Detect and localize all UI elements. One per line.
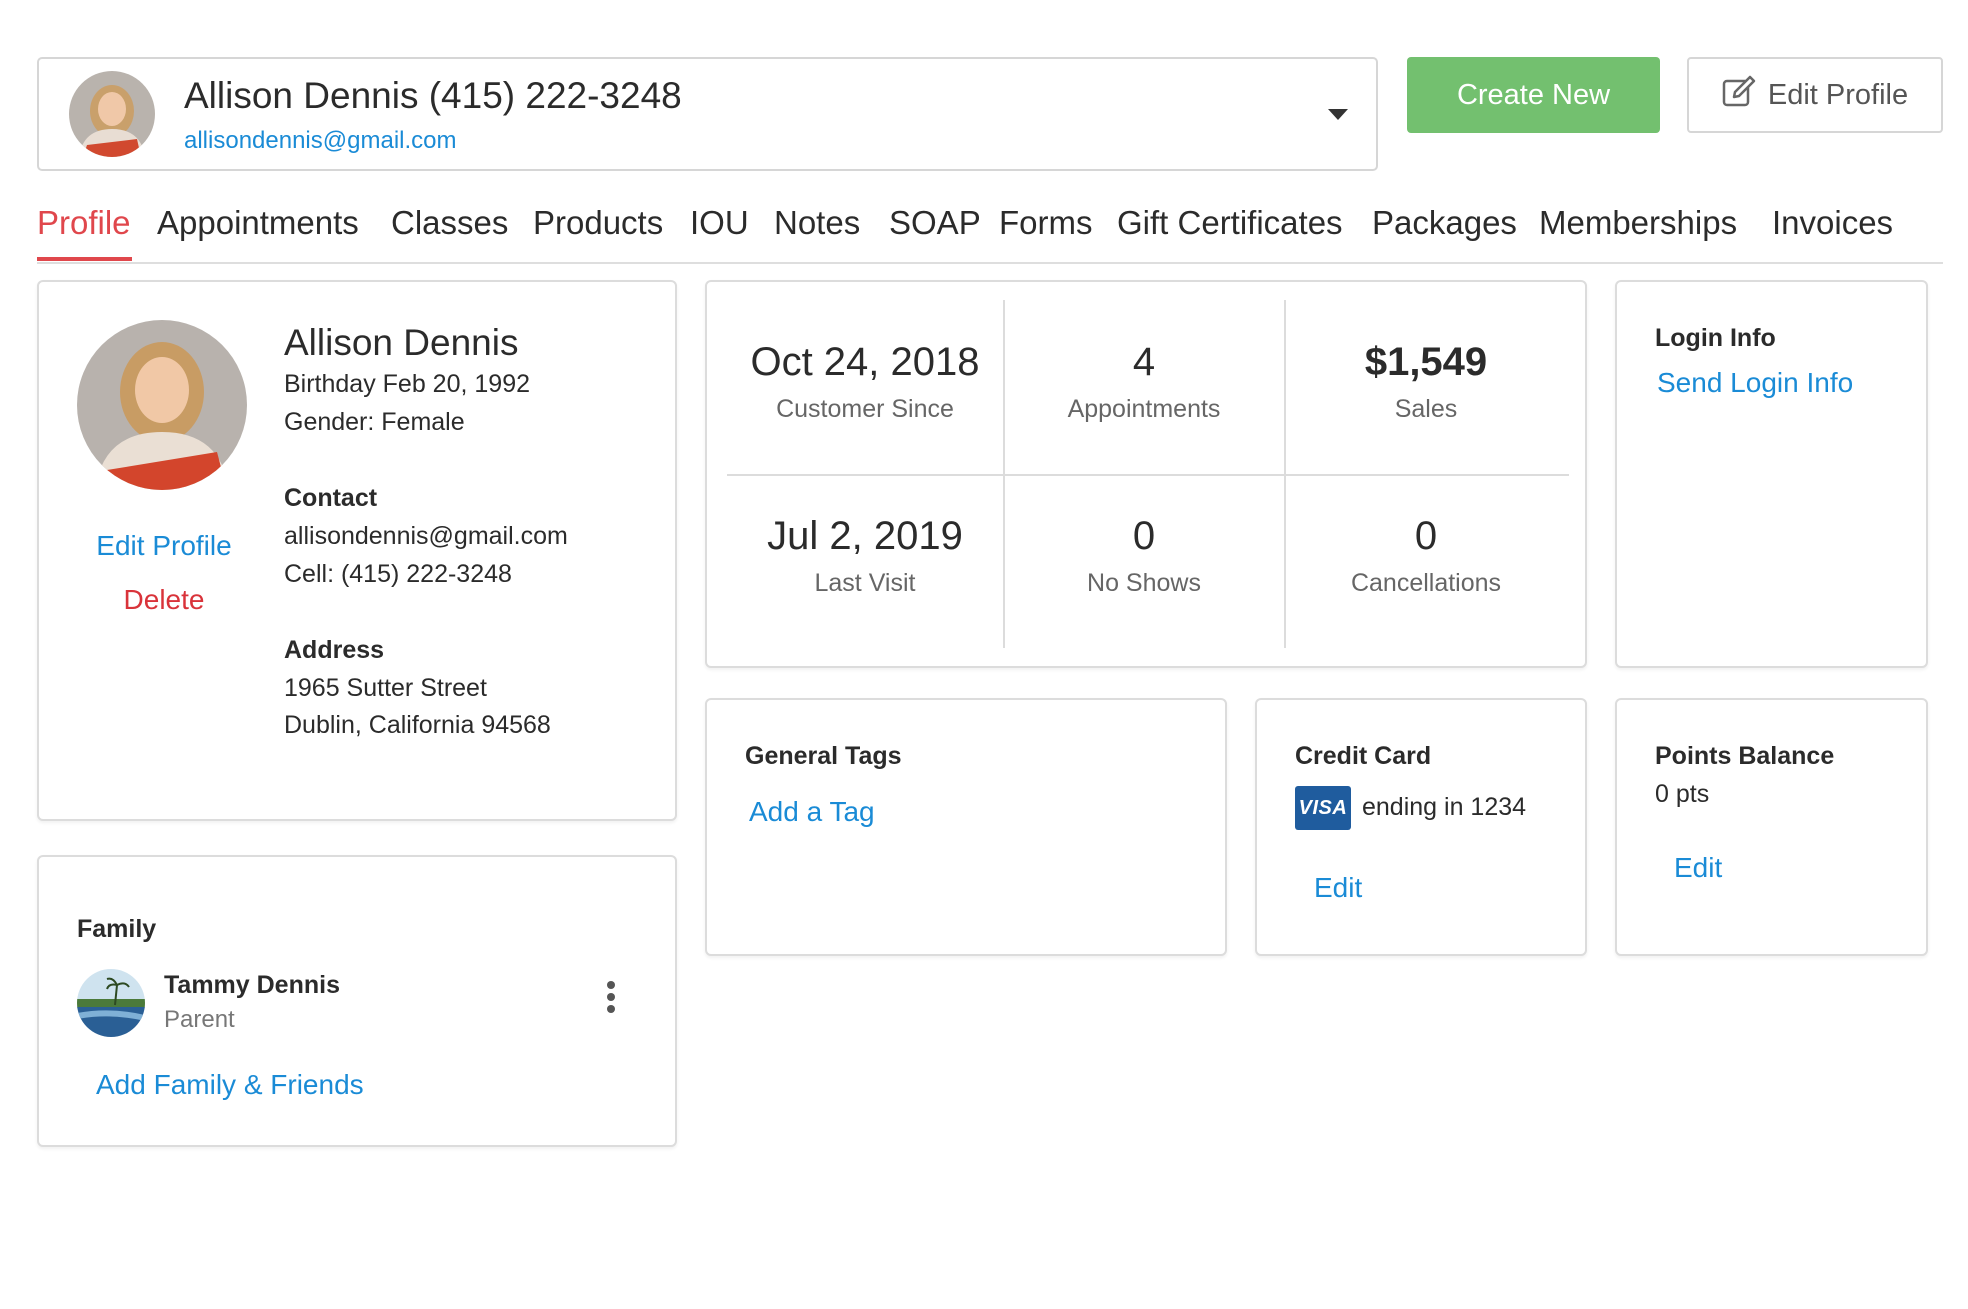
points-balance-title: Points Balance (1655, 742, 1835, 770)
tab-bar: Profile Appointments Classes Products IO… (37, 198, 1943, 264)
divider (727, 474, 1569, 476)
edit-profile-link[interactable]: Edit Profile (96, 530, 232, 561)
address-heading: Address (284, 636, 385, 664)
tab-iou[interactable]: IOU (690, 204, 749, 241)
profile-email-link[interactable]: allisondennis@gmail.com (284, 522, 568, 550)
add-tag-link[interactable]: Add a Tag (749, 796, 875, 827)
profile-photo (77, 320, 247, 490)
more-options-icon[interactable] (606, 981, 616, 1017)
stat-label: No Shows (1087, 569, 1201, 597)
family-title: Family (77, 915, 157, 943)
stat-sales: $1,549 Sales (1286, 340, 1566, 424)
stat-label: Cancellations (1350, 569, 1502, 597)
stats-card: Oct 24, 2018 Customer Since 4 Appointmen… (705, 280, 1587, 668)
stat-value: 0 (1414, 514, 1438, 558)
profile-gender: Gender: Female (284, 408, 465, 436)
stat-appointments: 4 Appointments (1004, 340, 1284, 424)
edit-icon (1722, 75, 1756, 115)
stat-customer-since: Oct 24, 2018 Customer Since (725, 340, 1005, 424)
send-login-info-link[interactable]: Send Login Info (1657, 367, 1854, 398)
stat-value: 4 (1132, 340, 1156, 384)
stat-label: Last Visit (814, 569, 916, 597)
login-info-title: Login Info (1655, 324, 1776, 352)
tab-products[interactable]: Products (533, 204, 664, 241)
client-selector[interactable]: Allison Dennis (415) 222-3248 allisonden… (37, 57, 1378, 171)
tab-packages[interactable]: Packages (1372, 204, 1517, 241)
tab-notes[interactable]: Notes (774, 204, 861, 241)
stat-label: Sales (1394, 395, 1458, 423)
profile-birthday: Birthday Feb 20, 1992 (284, 370, 530, 398)
general-tags-title: General Tags (745, 742, 902, 770)
profile-card: Allison Dennis Birthday Feb 20, 1992 Gen… (37, 280, 677, 821)
family-member-relation: Parent (164, 1006, 235, 1033)
login-info-card: Login Info Send Login Info (1615, 280, 1928, 668)
stat-value: $1,549 (1364, 340, 1488, 384)
client-avatar (69, 71, 155, 157)
address-line-1: 1965 Sutter Street (284, 674, 487, 702)
client-name-phone: Allison Dennis (415) 222-3248 (184, 75, 682, 116)
stat-last-visit: Jul 2, 2019 Last Visit (725, 514, 1005, 598)
tab-memberships[interactable]: Memberships (1539, 204, 1738, 241)
stat-label: Appointments (1067, 395, 1221, 423)
edit-profile-label: Edit Profile (1767, 78, 1909, 111)
delete-link[interactable]: Delete (123, 584, 205, 615)
card-ending: ending in 1234 (1362, 793, 1527, 821)
tab-forms[interactable]: Forms (999, 204, 1093, 241)
stat-cancellations: 0 Cancellations (1286, 514, 1566, 598)
tab-invoices[interactable]: Invoices (1772, 204, 1894, 241)
stat-value: Oct 24, 2018 (750, 340, 980, 384)
credit-card-card: Credit Card VISA ending in 1234 Edit (1255, 698, 1587, 956)
family-member-name[interactable]: Tammy Dennis (164, 971, 340, 999)
contact-heading: Contact (284, 484, 378, 512)
points-balance-card: Points Balance 0 pts Edit (1615, 698, 1928, 956)
client-email-link[interactable]: allisondennis@gmail.com (184, 127, 457, 154)
tab-classes[interactable]: Classes (391, 204, 509, 241)
credit-card-edit-link[interactable]: Edit (1314, 872, 1363, 903)
profile-name: Allison Dennis (284, 322, 519, 363)
active-tab-indicator (37, 257, 132, 261)
credit-card-title: Credit Card (1295, 742, 1432, 770)
edit-profile-button[interactable]: Edit Profile (1687, 57, 1943, 133)
family-card: Family Tammy Dennis Parent Add Family & … (37, 855, 677, 1147)
stat-label: Customer Since (776, 395, 954, 423)
tab-appointments[interactable]: Appointments (157, 204, 359, 241)
stat-value: Jul 2, 2019 (767, 514, 963, 558)
visa-icon: VISA (1295, 786, 1351, 830)
tab-profile[interactable]: Profile (37, 204, 131, 241)
general-tags-card: General Tags Add a Tag (705, 698, 1227, 956)
stat-no-shows: 0 No Shows (1004, 514, 1284, 598)
stat-value: 0 (1132, 514, 1156, 558)
family-member-avatar (77, 969, 145, 1037)
add-family-friends-link[interactable]: Add Family & Friends (96, 1069, 364, 1100)
points-edit-link[interactable]: Edit (1674, 852, 1723, 883)
points-value: 0 pts (1655, 780, 1710, 808)
address-line-2: Dublin, California 94568 (284, 711, 551, 739)
profile-cell: Cell: (415) 222-3248 (284, 560, 512, 588)
chevron-down-icon[interactable] (1328, 109, 1348, 120)
tab-gift-certificates[interactable]: Gift Certificates (1117, 204, 1343, 241)
create-new-button[interactable]: Create New (1407, 57, 1660, 133)
tab-soap[interactable]: SOAP (889, 204, 981, 241)
